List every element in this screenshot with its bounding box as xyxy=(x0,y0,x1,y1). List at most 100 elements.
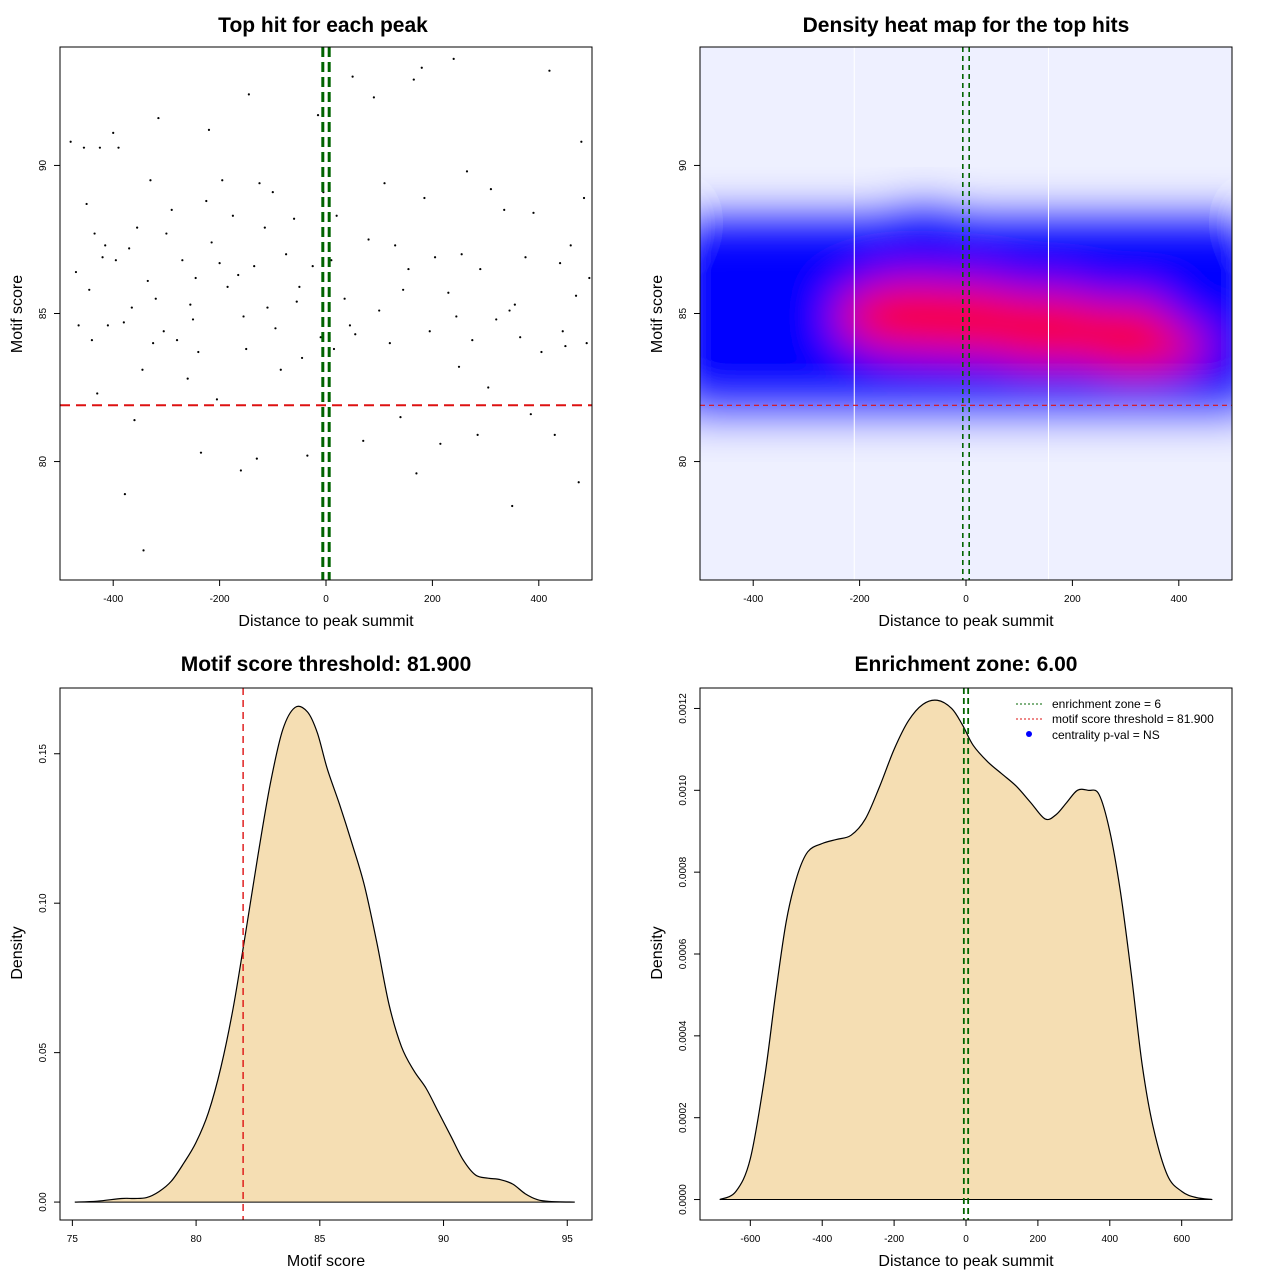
panel-scatter: Top hit for each peak -400 -200 0 200 400 80 8… xyxy=(9,14,593,630)
scatter-point xyxy=(372,96,375,99)
x-tick-label: 200 xyxy=(424,594,441,605)
panel-enrichment-density: Enrichment zone: 6.00 -600 -400 -200 0 200 40… xyxy=(649,653,1233,1270)
scatter-point xyxy=(529,413,532,416)
enrichment-axes: -600 -400 -200 0 200 400 600 0.0000 0.0002 0.0004… xyxy=(678,693,1190,1245)
x-tick-label: 95 xyxy=(562,1234,574,1245)
scatter-point xyxy=(226,285,229,288)
scatter-point xyxy=(455,315,458,318)
scatter-point xyxy=(239,469,242,472)
scatter-point xyxy=(237,273,240,277)
scatter-point xyxy=(489,188,493,191)
scatter-point xyxy=(343,297,346,300)
scatter-point xyxy=(503,208,506,211)
scatter-point xyxy=(548,69,551,72)
scatter-point xyxy=(285,253,288,256)
legend-pval-swatch xyxy=(1026,731,1032,737)
x-tick-label: -600 xyxy=(740,1234,760,1245)
y-tick-label: 80 xyxy=(38,456,49,468)
score-density-ylabel: Density xyxy=(9,926,26,979)
scatter-point xyxy=(255,457,258,460)
scatter-point xyxy=(221,179,224,182)
scatter-point xyxy=(186,377,189,380)
scatter-point xyxy=(465,170,469,173)
legend: enrichment zone = 6 motif score threshol… xyxy=(1016,697,1214,742)
density-hotspot xyxy=(700,283,761,344)
scatter-point xyxy=(402,288,405,291)
scatter-point xyxy=(569,244,572,247)
scatter-point xyxy=(420,66,423,69)
scatter-point xyxy=(452,57,455,60)
heatmap-xlabel: Distance to peak summit xyxy=(878,613,1054,630)
y-tick-label: 85 xyxy=(38,308,49,320)
scatter-point xyxy=(154,297,157,300)
y-tick-label: 0.0002 xyxy=(678,1102,689,1133)
scatter-point xyxy=(69,140,72,143)
scatter-point xyxy=(77,324,80,327)
scatter-point xyxy=(532,211,535,214)
scatter-point xyxy=(585,342,588,345)
scatter-point xyxy=(388,342,391,345)
enrichment-plot-area xyxy=(719,688,1213,1220)
scatter-point xyxy=(266,306,269,309)
scatter-point xyxy=(117,146,120,149)
scatter-point xyxy=(561,330,564,333)
scatter-point xyxy=(428,330,431,333)
y-tick-label: 80 xyxy=(678,456,689,468)
scatter-point xyxy=(476,433,479,437)
density-hotspot xyxy=(1049,224,1149,285)
x-tick-label: 200 xyxy=(1064,594,1081,605)
scatter-point xyxy=(447,291,450,294)
scatter-point xyxy=(191,318,195,321)
scatter-ylabel: Motif score xyxy=(9,275,26,353)
heatmap-ylabel: Motif score xyxy=(649,275,666,353)
scatter-point xyxy=(348,324,352,327)
scatter-point xyxy=(508,309,511,312)
scatter-point xyxy=(85,202,88,206)
score-density-xlabel: Motif score xyxy=(287,1253,365,1270)
y-tick-label: 0.05 xyxy=(38,1042,49,1062)
scatter-point xyxy=(295,300,298,303)
y-tick-label: 0.10 xyxy=(38,893,49,913)
scatter-point xyxy=(133,419,136,422)
scatter-point xyxy=(199,451,203,454)
scatter-point xyxy=(330,259,333,262)
scatter-point xyxy=(104,244,107,247)
scatter-point xyxy=(157,116,160,120)
scatter-point xyxy=(218,262,221,265)
scatter-point xyxy=(423,196,426,200)
scatter-point xyxy=(165,232,168,235)
y-tick-label: 0.0006 xyxy=(678,938,689,969)
y-tick-label: 85 xyxy=(678,308,689,320)
scatter-point xyxy=(162,330,165,333)
scatter-point xyxy=(471,339,474,342)
y-tick-label: 0.00 xyxy=(38,1192,49,1212)
panel-score-density: Motif score threshold: 81.900 75 80 85 90 95… xyxy=(9,653,593,1270)
scatter-point xyxy=(130,306,133,309)
scatter-point xyxy=(316,114,320,117)
heatmap-plot-area xyxy=(700,47,1232,580)
scatter-point xyxy=(300,356,304,360)
scatter-point xyxy=(511,504,514,508)
score-density-axes: 75 80 85 90 95 0.00 0.05 0.10 0.15 xyxy=(38,744,573,1245)
scatter-point xyxy=(332,347,336,351)
heatmap-title: Density heat map for the top hits xyxy=(803,14,1130,37)
scatter-point xyxy=(189,303,192,306)
scatter-point xyxy=(354,333,357,336)
scatter-point xyxy=(181,259,184,262)
x-tick-label: 400 xyxy=(1101,1234,1118,1245)
scatter-point xyxy=(439,442,442,445)
scatter-point xyxy=(271,190,274,194)
scatter-point xyxy=(175,339,179,342)
scatter-point xyxy=(263,226,266,229)
y-tick-label: 0.0012 xyxy=(678,693,689,724)
scatter-point xyxy=(101,256,104,259)
scatter-point xyxy=(197,350,200,354)
scatter-point xyxy=(524,256,527,259)
x-tick-label: 80 xyxy=(191,1234,203,1245)
scatter-point xyxy=(210,241,213,244)
scatter-point xyxy=(564,344,567,348)
scatter-point xyxy=(215,398,219,401)
scatter-point xyxy=(146,279,149,283)
scatter-point xyxy=(399,416,402,419)
